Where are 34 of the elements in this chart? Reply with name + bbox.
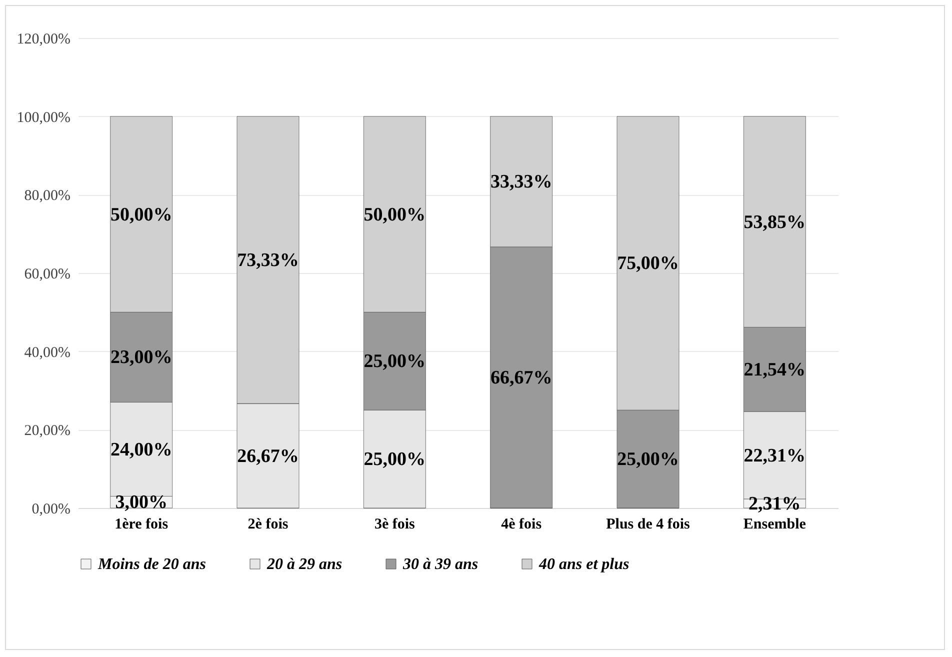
data-label: 25,00% <box>364 351 426 372</box>
data-label: 22,31% <box>744 445 806 466</box>
y-tick-label: 80,00% <box>24 188 70 204</box>
x-tick-label: 1ère fois <box>114 516 168 532</box>
y-tick-label: 100,00% <box>16 110 70 126</box>
data-label: 53,85% <box>744 212 806 233</box>
legend-label: Moins de 20 ans <box>97 556 206 573</box>
data-label: 23,00% <box>110 347 172 368</box>
data-label: 25,00% <box>617 449 679 470</box>
legend-label: 30 à 39 ans <box>402 556 478 573</box>
y-tick-label: 20,00% <box>24 423 70 440</box>
y-tick-label: 0,00% <box>32 502 70 518</box>
data-label: 50,00% <box>364 204 426 226</box>
data-label: 2,31% <box>748 493 801 514</box>
x-tick-label: Plus de 4 fois <box>606 516 690 532</box>
legend-label: 20 à 29 ans <box>266 556 342 573</box>
legend-label: 40 ans et plus <box>538 556 630 573</box>
x-tick-label: 3è fois <box>374 516 416 532</box>
data-label: 73,33% <box>237 250 299 271</box>
data-label: 21,54% <box>744 359 806 380</box>
data-label: 3,00% <box>115 492 168 514</box>
y-tick-label: 60,00% <box>24 266 70 282</box>
data-label: 24,00% <box>110 439 172 460</box>
x-tick-label: 2è fois <box>248 516 288 532</box>
data-label: 66,67% <box>490 367 552 388</box>
data-label: 26,67% <box>237 446 299 467</box>
y-tick-label: 120,00% <box>16 32 70 48</box>
y-tick-label: 40,00% <box>24 344 70 361</box>
x-tick-label: 4è fois <box>501 516 542 532</box>
data-label: 50,00% <box>110 204 172 226</box>
data-label: 33,33% <box>490 172 552 193</box>
x-tick-label: Ensemble <box>743 516 806 532</box>
data-label: 25,00% <box>364 449 426 470</box>
data-label: 75,00% <box>617 253 679 274</box>
